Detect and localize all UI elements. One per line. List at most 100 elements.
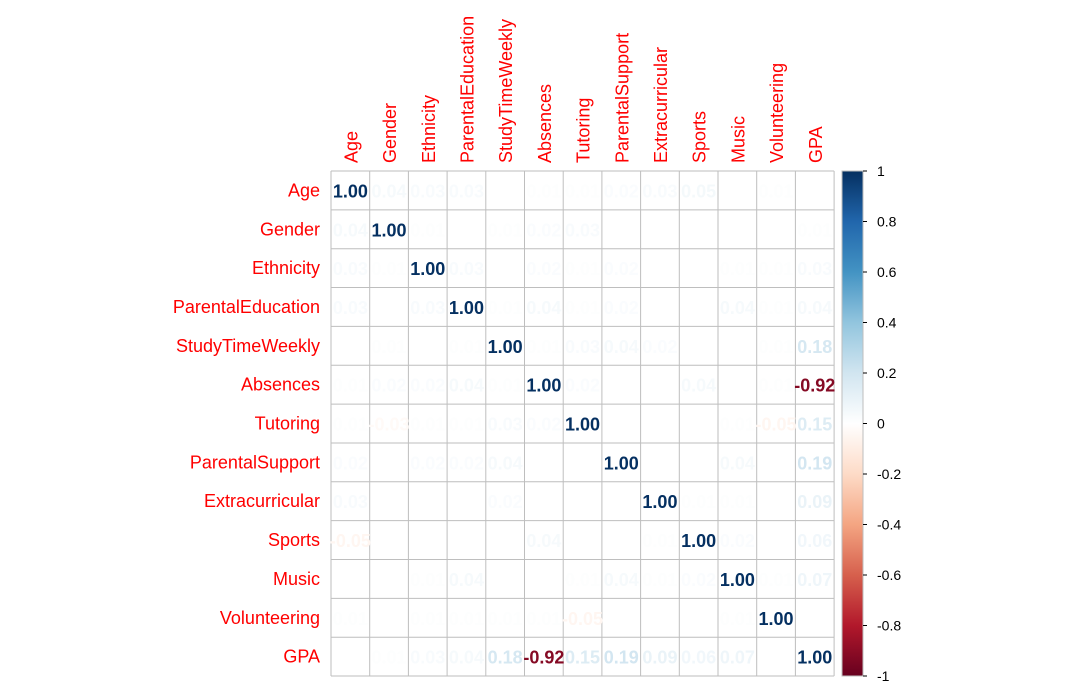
cell-value: 0.03 <box>410 648 445 668</box>
cell-value: 0.01 <box>526 609 561 629</box>
row-label: Gender <box>260 219 320 239</box>
row-label: Ethnicity <box>252 258 320 278</box>
cell-value: 0.02 <box>488 492 523 512</box>
cell-value: 0.18 <box>797 337 832 357</box>
column-label: Ethnicity <box>419 95 439 163</box>
cell-value: 1.00 <box>759 609 794 629</box>
cell-value: 0.01 <box>372 337 407 357</box>
column-label: Music <box>728 116 748 163</box>
cell-value: 1.00 <box>565 415 600 435</box>
column-label: Absences <box>535 84 555 163</box>
cell-value: 0.03 <box>488 415 523 435</box>
cell-value: -0.92 <box>523 648 564 668</box>
cell-value: 0.03 <box>642 181 677 201</box>
cell-value: 0.02 <box>604 259 639 279</box>
cell-value: 0.01 <box>372 648 407 668</box>
cell-value: 0.02 <box>681 570 716 590</box>
cell-value: 0.04 <box>526 298 561 318</box>
cell-value: 0.02 <box>410 376 445 396</box>
cell-value: -0.03 <box>369 415 410 435</box>
cell-value: 0.07 <box>720 648 755 668</box>
column-label: Volunteering <box>767 63 787 163</box>
cell-value: 0.01 <box>565 570 600 590</box>
cell-value: 1.00 <box>410 259 445 279</box>
cell-value: 0.01 <box>759 337 794 357</box>
cell-value: 1.00 <box>797 648 832 668</box>
cell-value: 0.01 <box>333 415 368 435</box>
cell-value: 0.01 <box>720 415 755 435</box>
row-label: StudyTimeWeekly <box>176 336 320 356</box>
cell-value: 0.01 <box>759 570 794 590</box>
colorbar-tick-label: 0 <box>877 416 885 432</box>
cell-value: 0.06 <box>797 531 832 551</box>
cell-value: 0.02 <box>565 376 600 396</box>
cell-value: 0.02 <box>526 220 561 240</box>
column-label: GPA <box>806 126 826 163</box>
cell-value: 0.19 <box>604 648 639 668</box>
cell-value: 0.09 <box>797 492 832 512</box>
cell-value: 0.06 <box>681 648 716 668</box>
cell-value: 0.04 <box>604 337 639 357</box>
cell-value: 0.02 <box>333 453 368 473</box>
cell-value: 0.03 <box>333 298 368 318</box>
row-label: Volunteering <box>220 608 320 628</box>
cell-value: 0.04 <box>449 570 484 590</box>
row-label: Sports <box>268 530 320 550</box>
colorbar-tick-label: -1 <box>877 668 890 684</box>
cell-value: 0.04 <box>720 298 755 318</box>
cell-value: -0.05 <box>756 415 797 435</box>
cell-value: 1.00 <box>526 376 561 396</box>
cell-value: 1.00 <box>642 492 677 512</box>
cell-value: 0.01 <box>333 376 368 396</box>
colorbar-tick-label: 1 <box>877 163 885 179</box>
cell-value: -0.05 <box>562 609 603 629</box>
colorbar-tick-label: 0.2 <box>877 365 897 381</box>
cell-value: 0.07 <box>797 570 832 590</box>
colorbar-tick-label: 0.8 <box>877 214 897 230</box>
colorbar-tick-label: -0.8 <box>877 618 901 634</box>
cell-value: 0.03 <box>410 298 445 318</box>
row-label: GPA <box>283 647 320 667</box>
cell-value: 0.01 <box>488 298 523 318</box>
cell-value: 0.02 <box>720 531 755 551</box>
cell-value: 0.09 <box>642 648 677 668</box>
cell-value: 0.04 <box>488 453 523 473</box>
column-label: Tutoring <box>574 98 594 163</box>
cell-value: 0.04 <box>372 181 407 201</box>
cell-value: 0.00 <box>797 181 832 201</box>
colorbar-tick-label: 0.6 <box>877 264 897 280</box>
cell-value: 0.18 <box>488 648 523 668</box>
colorbar-tick-label: -0.2 <box>877 466 901 482</box>
cell-value: 0.01 <box>565 181 600 201</box>
cell-value: 0.03 <box>565 220 600 240</box>
row-label: ParentalEducation <box>173 297 320 317</box>
cell-value: 1.00 <box>449 298 484 318</box>
cell-value: 0.01 <box>565 298 600 318</box>
cell-value: 0.01 <box>410 415 445 435</box>
cell-value: -0.05 <box>330 531 371 551</box>
cell-value: 0.03 <box>565 337 600 357</box>
cell-value: 0.01 <box>372 259 407 279</box>
cell-value: 0.01 <box>565 259 600 279</box>
cell-value: 0.01 <box>526 181 561 201</box>
row-label: Music <box>273 569 320 589</box>
cell-value: 0.01 <box>759 181 794 201</box>
cell-value: 0.01 <box>797 220 832 240</box>
cell-value: 1.00 <box>604 453 639 473</box>
cell-value: 0.03 <box>449 181 484 201</box>
cell-value: 1.00 <box>372 220 407 240</box>
cell-value: 0.01 <box>410 220 445 240</box>
cell-value: 0.01 <box>410 609 445 629</box>
cell-value: 0.15 <box>797 415 832 435</box>
cell-value: 0.03 <box>449 259 484 279</box>
cell-value: 0.05 <box>681 181 716 201</box>
cell-value: 0.01 <box>759 376 794 396</box>
cell-value: 0.02 <box>604 181 639 201</box>
row-label: Tutoring <box>255 414 320 434</box>
cell-value: 0.01 <box>720 259 755 279</box>
cell-value: 0.02 <box>410 453 445 473</box>
cell-value: 0.01 <box>526 337 561 357</box>
column-label: ParentalSupport <box>612 33 632 163</box>
cell-value: 0.04 <box>333 220 368 240</box>
cell-value: 0.01 <box>410 570 445 590</box>
